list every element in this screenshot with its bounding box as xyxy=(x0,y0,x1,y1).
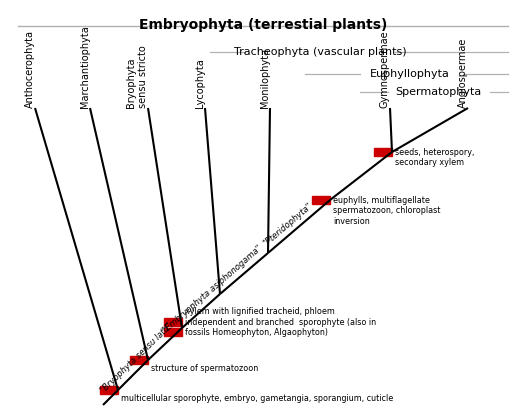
Bar xyxy=(130,356,148,364)
Bar xyxy=(374,148,392,156)
Text: "Embryophyta asiphonogama": "Embryophyta asiphonogama" xyxy=(160,243,264,335)
Bar xyxy=(312,196,330,204)
Text: structure of spermatozoon: structure of spermatozoon xyxy=(151,364,258,373)
Text: multicellular sporophyte, embryo, gametangia, sporangium, cuticle: multicellular sporophyte, embryo, gameta… xyxy=(121,394,393,403)
Text: euphylls, multiflagellate
spermatozoon, chloroplast
inversion: euphylls, multiflagellate spermatozoon, … xyxy=(333,196,440,226)
Text: Lycophyta: Lycophyta xyxy=(195,58,205,108)
Text: seeds, heterospory,
secondary xylem: seeds, heterospory, secondary xylem xyxy=(395,148,474,168)
Text: Angiospermae: Angiospermae xyxy=(458,38,468,108)
Text: "Pteridophyta": "Pteridophyta" xyxy=(262,202,315,248)
Bar xyxy=(164,328,182,336)
Text: xylem with lignified tracheid, phloem
independent and branched  sporophyte (also: xylem with lignified tracheid, phloem in… xyxy=(185,307,376,337)
Text: Gymnospermae: Gymnospermae xyxy=(380,30,390,108)
Text: Monilophyta: Monilophyta xyxy=(260,48,270,108)
Bar xyxy=(164,318,182,326)
Text: Embryophyta (terrestial plants): Embryophyta (terrestial plants) xyxy=(139,18,387,32)
Text: Euphyllophyta: Euphyllophyta xyxy=(370,69,450,79)
Text: Marchantiophyta: Marchantiophyta xyxy=(80,25,90,108)
Text: Bryophyta
sensu stricto: Bryophyta sensu stricto xyxy=(126,45,148,108)
Bar xyxy=(100,386,118,394)
Text: Spermatophyta: Spermatophyta xyxy=(395,87,481,97)
Text: Tracheophyta (vascular plants): Tracheophyta (vascular plants) xyxy=(234,47,406,57)
Text: "Bryophyta sensu lato": "Bryophyta sensu lato" xyxy=(99,321,175,395)
Text: Anthocerophyta: Anthocerophyta xyxy=(25,30,35,108)
